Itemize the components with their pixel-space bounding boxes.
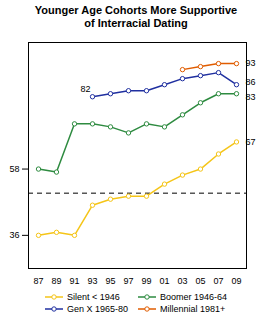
svg-text:36: 36 [9,230,19,240]
html-text:Younger Age Cohorts More Suppo: Younger Age Cohorts More Supportive of I… [34,4,238,29]
svg-text:99: 99 [141,276,151,286]
html-text:Boomer 1946-64: Boomer 1946-64 [160,292,227,302]
svg-text:09: 09 [231,276,241,286]
svg-text:83: 83 [246,92,256,102]
svg-text:93: 93 [87,276,97,286]
svg-text:05: 05 [195,276,205,286]
svg-text:01: 01 [159,276,169,286]
svg-text:87: 87 [33,276,43,286]
svg-text:86: 86 [246,77,256,87]
svg-text:97: 97 [123,276,133,286]
svg-text:89: 89 [51,276,61,286]
svg-text:03: 03 [177,276,187,286]
svg-text:58: 58 [9,164,19,174]
html-text:Gen X 1965-80: Gen X 1965-80 [67,304,128,314]
svg-text:07: 07 [213,276,223,286]
svg-text:95: 95 [105,276,115,286]
svg-text:93: 93 [246,58,256,68]
svg-text:82: 82 [80,84,90,94]
svg-text:91: 91 [69,276,79,286]
svg-text:67: 67 [246,137,256,147]
html-text:Millennial 1981+: Millennial 1981+ [160,304,226,314]
html-text:Silent < 1946: Silent < 1946 [67,292,120,302]
